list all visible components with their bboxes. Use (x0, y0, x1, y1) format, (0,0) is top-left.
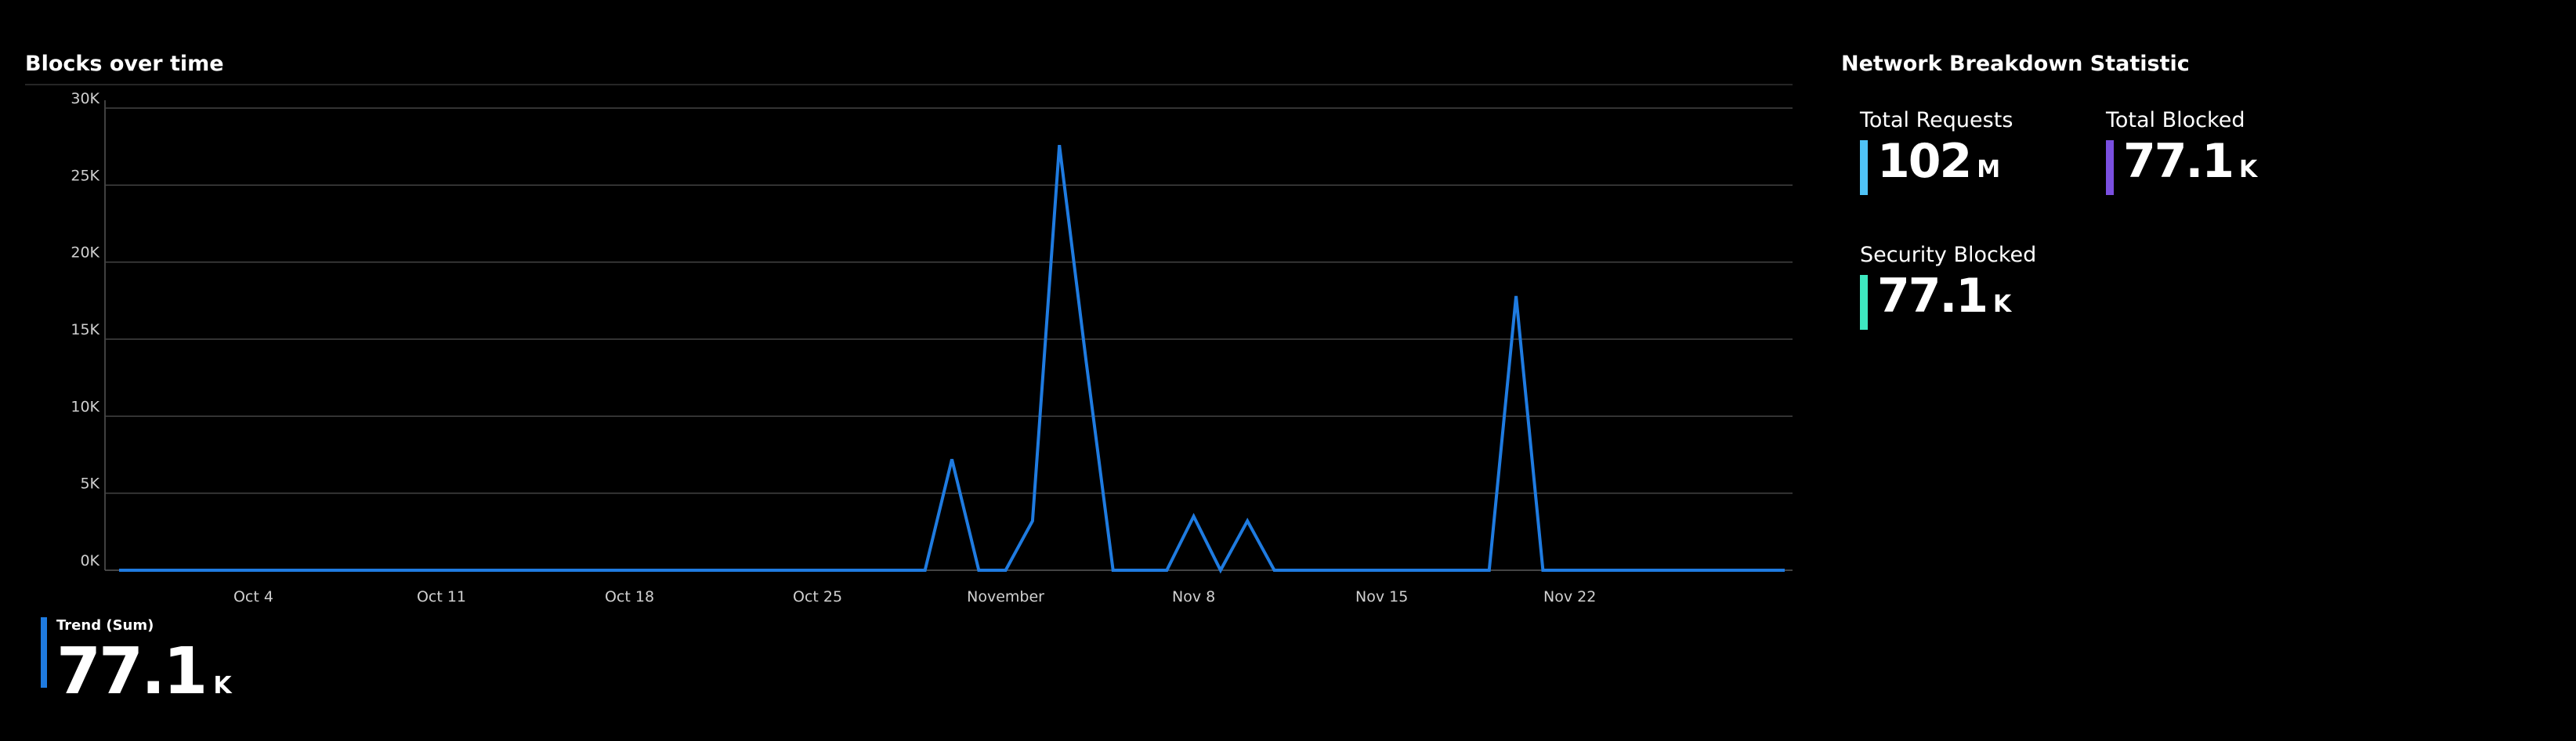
x-tick-label: Nov 8 (1172, 588, 1215, 605)
x-tick-label: Oct 11 (417, 588, 466, 605)
stat-value: 77.1 K (2123, 134, 2258, 189)
trend-label: Trend (Sum) (56, 617, 154, 634)
y-tick-label: 15K (71, 321, 99, 338)
x-tick-label: Nov 15 (1355, 588, 1408, 605)
stat-total-requests: Total Requests 102 M (1860, 108, 2013, 195)
stat-value: 77.1 K (1877, 269, 2012, 324)
y-tick-label: 5K (80, 475, 99, 493)
stats-panel-title: Network Breakdown Statistic (1841, 52, 2190, 76)
y-tick-label: 30K (71, 90, 99, 107)
x-tick-label: Oct 4 (233, 588, 273, 605)
x-tick-label: November (967, 588, 1044, 605)
stat-color-bar (1860, 140, 1868, 195)
blocks-line-chart: 0K 5K 10K 15K 20K 25K 30K Oct 4 Oct 11 Oct 18 Oct… (25, 84, 1793, 605)
x-tick-label: Oct 18 (605, 588, 654, 605)
stat-color-bar (2106, 140, 2114, 195)
y-tick-label: 25K (71, 167, 99, 184)
stat-total-blocked: Total Blocked 77.1 K (2106, 108, 2257, 195)
x-tick-label: Oct 25 (793, 588, 842, 605)
y-tick-label: 10K (71, 398, 99, 415)
stat-label: Total Requests (1860, 108, 2013, 132)
x-tick-label: Nov 22 (1543, 588, 1596, 605)
trend-color-bar (41, 617, 47, 688)
chart-title: Blocks over time (25, 52, 224, 76)
y-tick-label: 20K (71, 244, 99, 262)
stat-security-blocked: Security Blocked 77.1 K (1860, 243, 2036, 330)
stat-label: Total Blocked (2106, 108, 2245, 132)
series-line-trend (119, 144, 1785, 574)
trend-value: 77.1 K (56, 634, 232, 709)
y-tick-label: 0K (80, 552, 99, 569)
stat-label: Security Blocked (1860, 243, 2037, 267)
stat-value: 102 M (1877, 134, 2001, 189)
stat-color-bar (1860, 275, 1868, 330)
